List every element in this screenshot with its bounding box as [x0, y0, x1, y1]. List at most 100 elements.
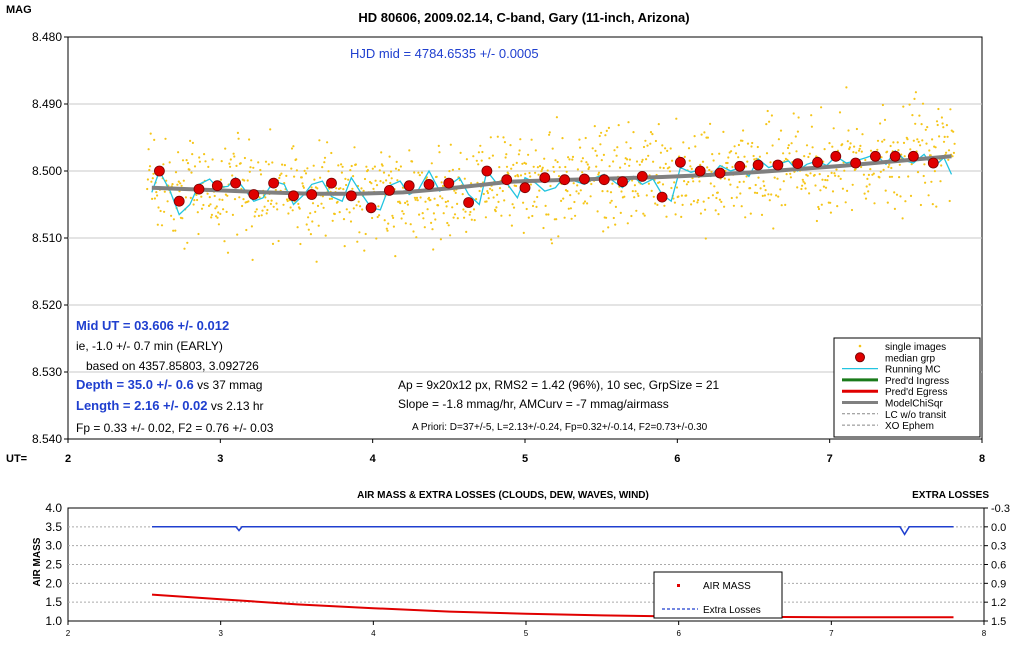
single-image-point — [926, 126, 929, 129]
bottom-y-tick-label: 2.0 — [45, 576, 62, 590]
single-image-point — [924, 128, 927, 131]
single-image-point — [824, 186, 828, 189]
single-image-point — [528, 171, 531, 175]
single-image-point — [343, 245, 346, 248]
single-image-point — [923, 163, 926, 166]
single-image-point — [561, 137, 564, 140]
single-image-point — [909, 194, 913, 197]
single-image-point — [788, 152, 791, 155]
single-image-point — [703, 131, 706, 134]
single-image-point — [746, 142, 750, 145]
single-image-point — [191, 141, 194, 144]
single-image-point — [222, 208, 225, 211]
bottom-x-tick-label: 2 — [66, 629, 71, 638]
single-image-point — [726, 161, 729, 165]
extra-losses-line — [152, 526, 954, 536]
single-image-point — [928, 149, 931, 152]
single-image-point — [829, 201, 832, 204]
single-image-point — [174, 171, 178, 174]
single-image-point — [444, 200, 447, 204]
single-image-point — [496, 135, 499, 138]
single-image-point — [669, 147, 672, 150]
single-image-point — [290, 167, 293, 170]
single-image-point — [910, 163, 913, 166]
single-image-point — [897, 149, 900, 152]
single-image-point — [593, 125, 596, 128]
single-image-point — [919, 144, 922, 147]
single-image-point — [357, 200, 360, 203]
median-grp-point — [694, 165, 706, 177]
median-grp-point — [288, 190, 299, 202]
single-image-point — [627, 121, 630, 124]
single-image-point — [608, 165, 611, 168]
single-images-series — [146, 86, 956, 263]
single-image-point — [802, 180, 805, 183]
single-image-point — [165, 179, 168, 182]
single-image-point — [438, 151, 441, 154]
single-image-point — [536, 195, 539, 199]
single-image-point — [489, 187, 492, 190]
bottom-y-tick-label: 1.0 — [45, 614, 62, 628]
single-image-point — [715, 196, 718, 200]
single-image-point — [177, 151, 180, 154]
single-image-point — [945, 124, 949, 127]
single-image-point — [881, 140, 884, 143]
single-image-point — [291, 209, 294, 212]
top-x-tick-label: 5 — [522, 453, 528, 465]
single-image-point — [548, 133, 551, 136]
median-grp-point — [173, 195, 185, 207]
single-image-point — [350, 164, 353, 168]
single-image-point — [176, 183, 179, 186]
single-image-point — [555, 116, 559, 119]
single-image-point — [789, 172, 792, 175]
single-image-point — [304, 172, 308, 175]
single-image-point — [832, 127, 835, 130]
single-image-point — [567, 207, 570, 210]
length-rest: vs 2.13 hr — [208, 399, 264, 413]
single-image-point — [739, 192, 742, 195]
single-image-point — [626, 222, 629, 225]
single-image-point — [670, 186, 673, 190]
bottom-x-tick-label: 5 — [524, 629, 529, 638]
single-image-point — [170, 214, 173, 217]
single-image-point — [882, 168, 885, 171]
median-grp-point — [248, 189, 260, 200]
single-image-point — [345, 208, 348, 211]
single-image-point — [451, 206, 454, 209]
single-image-point — [629, 147, 632, 150]
single-image-point — [834, 174, 837, 177]
single-image-point — [164, 137, 167, 140]
single-image-point — [214, 207, 217, 210]
single-image-point — [735, 196, 738, 199]
single-image-point — [363, 249, 366, 252]
single-image-point — [952, 151, 956, 154]
single-image-point — [927, 194, 930, 197]
single-image-point — [683, 155, 686, 158]
single-image-point — [782, 180, 785, 183]
single-image-point — [274, 188, 277, 192]
single-image-point — [591, 147, 594, 150]
single-image-point — [948, 199, 951, 203]
single-image-point — [938, 135, 941, 138]
single-image-point — [677, 195, 680, 198]
single-image-point — [246, 179, 249, 182]
single-image-point — [248, 138, 251, 141]
single-image-point — [806, 174, 809, 177]
bottom-y2-tick-label: 0.3 — [991, 541, 1006, 553]
single-image-point — [878, 176, 881, 179]
single-image-point — [203, 153, 206, 156]
single-image-point — [552, 165, 555, 169]
single-image-point — [430, 162, 433, 165]
bottom-y-tick-label: 2.5 — [45, 558, 62, 572]
single-image-point — [363, 177, 367, 181]
single-image-point — [500, 214, 503, 217]
single-image-point — [758, 155, 762, 158]
single-image-point — [727, 156, 730, 159]
single-image-point — [408, 149, 411, 152]
single-image-point — [895, 193, 899, 196]
length-label: Length = 2.16 +/- 0.02 vs 2.13 hr — [76, 398, 264, 413]
median-grp-point — [403, 180, 415, 192]
single-image-point — [609, 201, 612, 204]
single-image-point — [860, 165, 863, 169]
single-image-point — [233, 198, 237, 201]
